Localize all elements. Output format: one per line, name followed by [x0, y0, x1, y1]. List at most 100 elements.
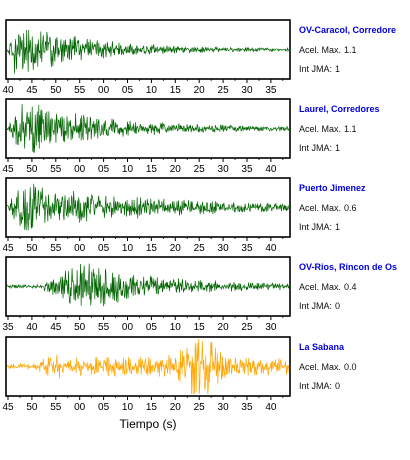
x-tick-label: 35 — [241, 164, 253, 175]
x-tick-label: 30 — [218, 243, 230, 254]
max-acceleration-label: Acel. Max. — [299, 362, 342, 372]
panel-frame — [5, 19, 291, 80]
max-acceleration-label: Acel. Max. — [299, 203, 342, 213]
station-name: La Sabana — [299, 342, 345, 352]
waveform-trace — [6, 263, 290, 307]
x-tick-label: 15 — [194, 322, 206, 333]
max-acceleration-value: 0.6 — [344, 203, 357, 213]
station-name: OV-Rios, Rincon de Os — [299, 262, 398, 272]
jma-intensity: Int JMA: 1 — [299, 222, 340, 232]
x-tick-label: 55 — [50, 164, 62, 175]
x-tick-label: 25 — [241, 322, 253, 333]
x-tick-label: 55 — [50, 243, 62, 254]
x-tick-label: 55 — [98, 322, 110, 333]
x-tick-label: 40 — [2, 85, 14, 96]
x-tick-label: 05 — [98, 164, 110, 175]
x-tick-label: 10 — [170, 322, 182, 333]
station-name: OV-Caracol, Corredore — [299, 25, 397, 35]
x-tick-label: 30 — [218, 164, 230, 175]
x-tick-label: 00 — [74, 402, 86, 413]
x-tick-label: 15 — [146, 402, 158, 413]
x-tick-label: 10 — [122, 243, 134, 254]
max-acceleration: Acel. Max. 0.0 — [299, 362, 357, 372]
jma-intensity-label: Int JMA: — [299, 64, 333, 74]
station-name: Puerto Jimenez — [299, 183, 366, 193]
x-tick-label: 15 — [146, 164, 158, 175]
x-axis-title: Tiempo (s) — [120, 417, 177, 431]
x-tick-label: 25 — [218, 85, 230, 96]
panel-frame — [5, 98, 291, 159]
x-tick-label: 45 — [50, 322, 62, 333]
panel-frame — [5, 256, 291, 317]
x-tick-label: 10 — [122, 402, 134, 413]
x-tick-label: 05 — [122, 85, 134, 96]
max-acceleration-label: Acel. Max. — [299, 124, 342, 134]
x-tick-label: 50 — [26, 164, 38, 175]
waveform-trace — [6, 338, 290, 395]
jma-intensity-label: Int JMA: — [299, 143, 333, 153]
x-tick-label: 40 — [265, 402, 277, 413]
x-tick-label: 50 — [26, 243, 38, 254]
jma-intensity-label: Int JMA: — [299, 301, 333, 311]
x-tick-label: 45 — [26, 85, 38, 96]
x-tick-label: 20 — [194, 85, 206, 96]
panel-frame — [5, 336, 291, 397]
x-tick-label: 00 — [122, 322, 134, 333]
max-acceleration-value: 1.1 — [344, 124, 357, 134]
max-acceleration: Acel. Max. 1.1 — [299, 45, 357, 55]
x-tick-label: 35 — [241, 402, 253, 413]
x-tick-label: 55 — [74, 85, 86, 96]
max-acceleration-value: 0.4 — [344, 282, 357, 292]
x-tick-label: 10 — [122, 164, 134, 175]
jma-intensity-value: 1 — [335, 143, 341, 153]
x-tick-label: 05 — [98, 243, 110, 254]
max-acceleration-label: Acel. Max. — [299, 282, 342, 292]
x-tick-label: 35 — [241, 243, 253, 254]
jma-intensity-value: 1 — [335, 222, 341, 232]
waveform-trace — [6, 183, 290, 231]
x-tick-label: 30 — [265, 322, 277, 333]
x-tick-label: 00 — [74, 164, 86, 175]
jma-intensity: Int JMA: 0 — [299, 301, 340, 311]
x-tick-label: 00 — [98, 85, 110, 96]
max-acceleration: Acel. Max. 1.1 — [299, 124, 357, 134]
max-acceleration-value: 0.0 — [344, 362, 357, 372]
x-tick-label: 40 — [265, 164, 277, 175]
x-tick-label: 20 — [218, 322, 230, 333]
jma-intensity-label: Int JMA: — [299, 222, 333, 232]
jma-intensity: Int JMA: 1 — [299, 143, 340, 153]
x-tick-label: 30 — [241, 85, 253, 96]
x-tick-label: 15 — [146, 243, 158, 254]
x-tick-label: 20 — [170, 243, 182, 254]
x-tick-label: 35 — [2, 322, 14, 333]
x-tick-label: 50 — [74, 322, 86, 333]
x-tick-label: 30 — [218, 402, 230, 413]
x-tick-label: 00 — [74, 243, 86, 254]
x-tick-label: 40 — [265, 243, 277, 254]
x-tick-label: 55 — [50, 402, 62, 413]
x-tick-label: 15 — [170, 85, 182, 96]
x-tick-label: 10 — [146, 85, 158, 96]
jma-intensity-value: 0 — [335, 381, 341, 391]
max-acceleration-value: 1.1 — [344, 45, 357, 55]
x-tick-label: 25 — [194, 402, 206, 413]
waveform-trace — [6, 29, 290, 74]
jma-intensity: Int JMA: 0 — [299, 381, 340, 391]
x-tick-label: 45 — [2, 243, 14, 254]
x-tick-label: 50 — [50, 85, 62, 96]
jma-intensity-value: 0 — [335, 301, 341, 311]
x-tick-label: 45 — [2, 402, 14, 413]
x-tick-label: 05 — [98, 402, 110, 413]
x-tick-label: 45 — [2, 164, 14, 175]
x-tick-label: 20 — [170, 402, 182, 413]
x-tick-label: 25 — [194, 164, 206, 175]
station-name: Laurel, Corredores — [299, 104, 380, 114]
waveform-trace — [6, 104, 290, 153]
x-tick-label: 40 — [26, 322, 38, 333]
jma-intensity-label: Int JMA: — [299, 381, 333, 391]
max-acceleration-label: Acel. Max. — [299, 45, 342, 55]
x-tick-label: 20 — [170, 164, 182, 175]
x-tick-label: 50 — [26, 402, 38, 413]
x-tick-label: 25 — [194, 243, 206, 254]
